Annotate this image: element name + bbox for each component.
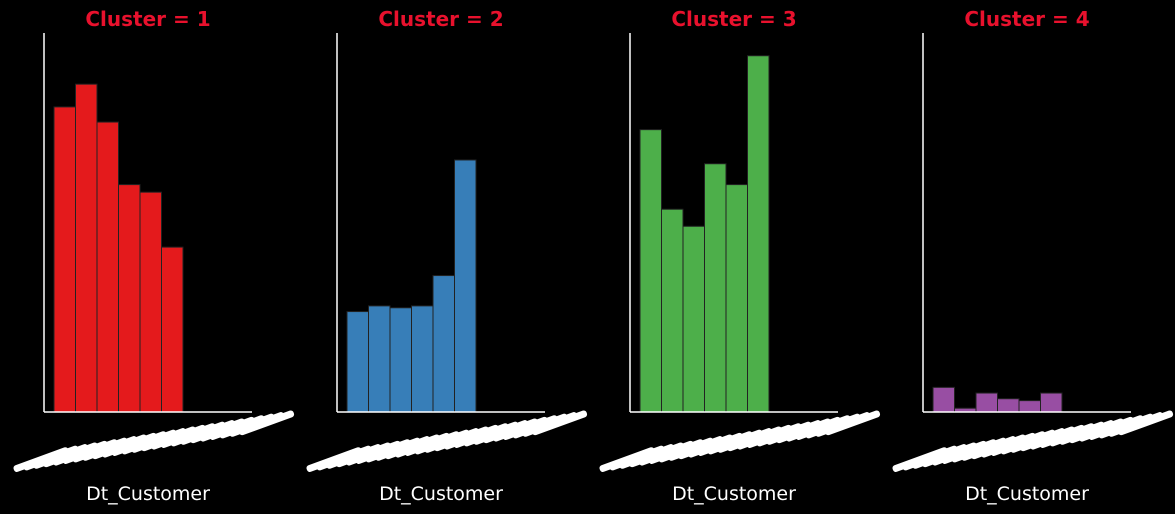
histogram-bar [725,184,748,413]
histogram-bar [932,386,955,413]
x-tick-labels [599,410,881,472]
histogram-bar [118,184,141,413]
histogram-bar [747,55,770,413]
bar-group [346,159,477,413]
facet-cluster-3: Cluster = 3 Dt_Customer [599,7,881,505]
x-tick-mark [1117,410,1174,436]
x-axis-label: Dt_Customer [965,483,1089,505]
facet-title: Cluster = 1 [85,7,210,31]
histogram-bar [75,83,98,413]
histogram-bar [1040,392,1063,413]
histogram-bar [96,121,119,413]
x-tick-mark [238,410,295,436]
histogram-bar [53,106,76,413]
facet-cluster-2: Cluster = 2 Dt_Customer [306,7,588,505]
histogram-bar [1018,400,1041,413]
histogram-bar [975,392,998,413]
facet-title: Cluster = 2 [378,7,503,31]
facet-cluster-4: Cluster = 4 Dt_Customer [892,7,1174,505]
bar-group [53,83,184,413]
histogram-bar [454,159,477,413]
x-tick-labels [13,410,295,472]
histogram-bar [346,311,369,413]
histogram-bar [139,191,162,413]
histogram-bar [368,305,391,413]
histogram-bar [389,307,412,413]
x-tick-labels [306,410,588,472]
bar-group [639,55,770,413]
x-tick-mark [824,410,881,436]
histogram-bar [997,398,1020,413]
bar-group [932,386,1063,413]
histogram-bar [682,225,705,413]
histogram-bar [704,163,727,413]
x-axis-label: Dt_Customer [379,483,503,505]
x-tick-mark [531,410,588,436]
histogram-bar [432,275,455,413]
histogram-bar [639,129,662,413]
histogram-bar [161,246,184,413]
facet-title: Cluster = 3 [671,7,796,31]
histogram-bar [661,208,684,413]
facet-cluster-1: Cluster = 1 Dt_Customer [13,7,295,505]
x-tick-labels [892,410,1174,472]
x-axis-label: Dt_Customer [86,483,210,505]
histogram-bar [411,305,434,413]
x-axis-label: Dt_Customer [672,483,796,505]
facet-title: Cluster = 4 [964,7,1089,31]
